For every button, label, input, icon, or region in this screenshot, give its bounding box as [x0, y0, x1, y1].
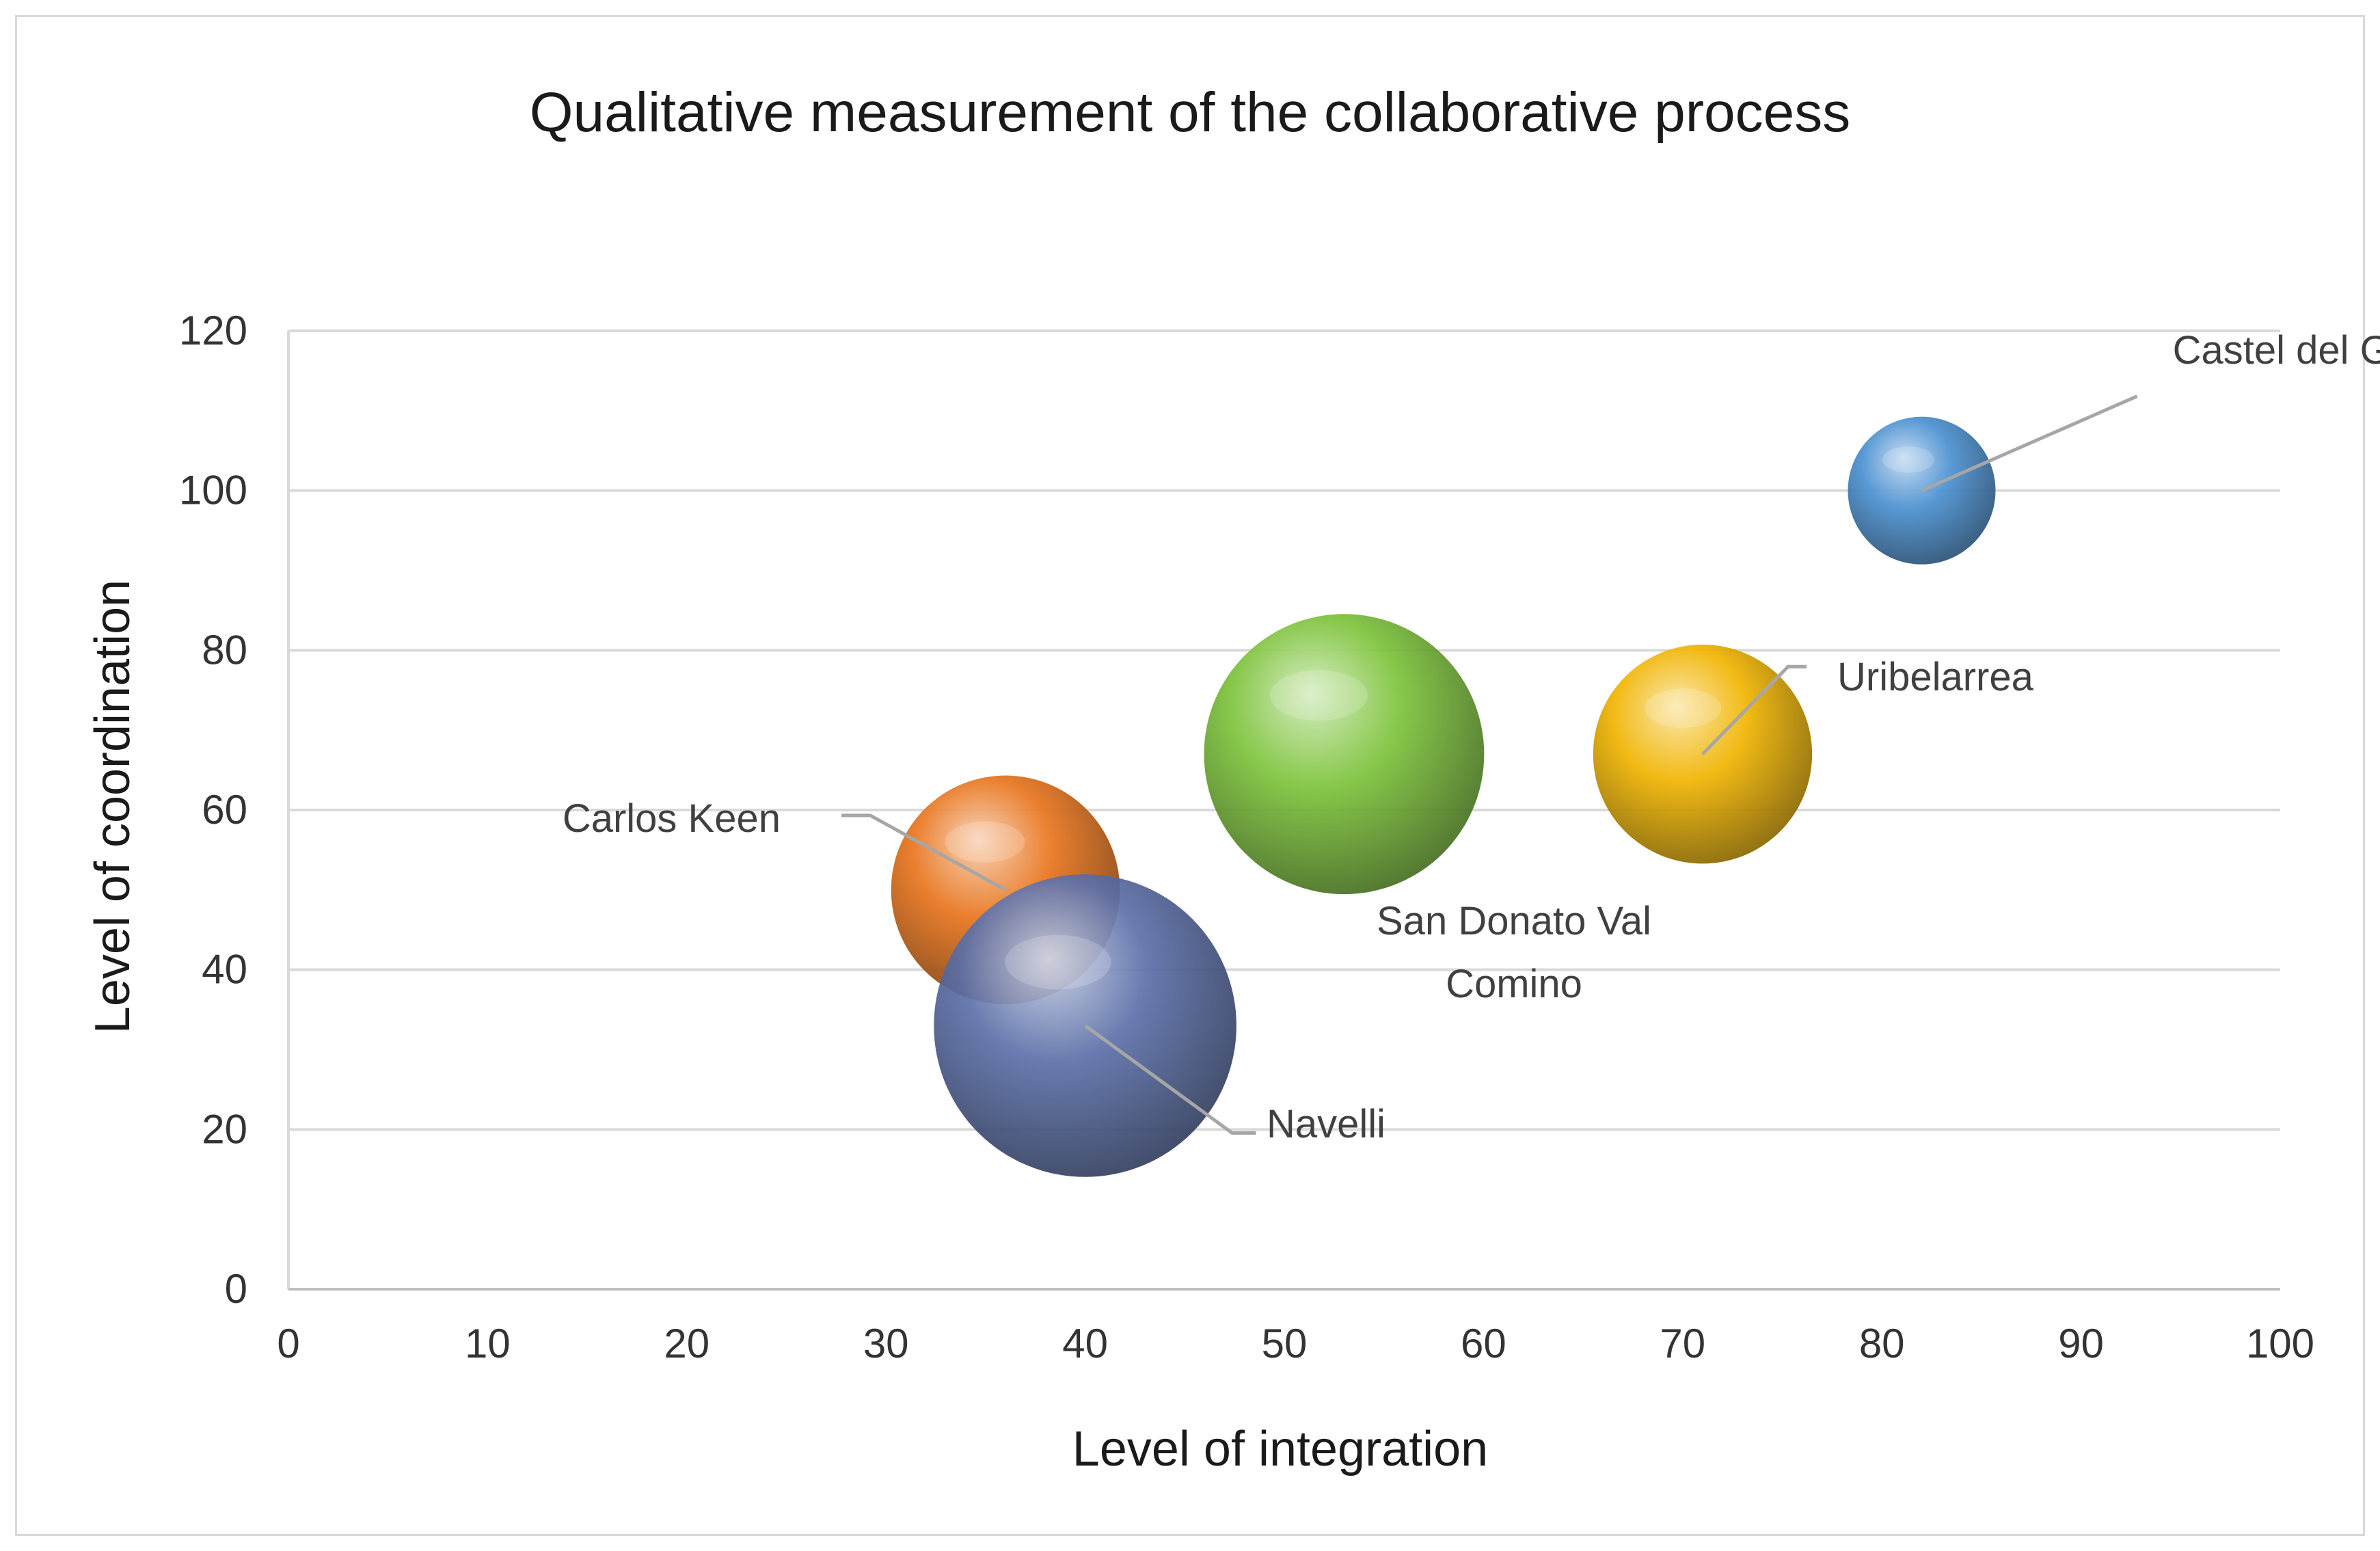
y-tick-label: 100	[179, 468, 247, 513]
y-tick-label: 40	[202, 947, 247, 993]
y-tick-label: 0	[225, 1266, 247, 1312]
bubble-highlight	[1005, 934, 1111, 990]
x-tick-label: 0	[277, 1321, 299, 1366]
bubble-highlight	[1269, 670, 1368, 721]
data-label: Navelli	[1267, 1102, 1385, 1146]
data-label: Castel del Giudice	[2173, 328, 2380, 373]
data-label: San Donato Val Comino	[1377, 899, 1651, 1006]
x-tick-label: 40	[1062, 1321, 1108, 1366]
x-tick-label: 30	[863, 1321, 909, 1366]
x-tick-label: 10	[465, 1321, 511, 1366]
leader-line	[841, 813, 1007, 892]
x-tick-label: 50	[1262, 1321, 1308, 1366]
leader-line	[1084, 1024, 1256, 1135]
x-tick-label: 90	[2058, 1321, 2104, 1366]
bubble-highlight	[1882, 446, 1934, 473]
x-tick-label: 70	[1660, 1321, 1705, 1366]
y-tick-label: 80	[202, 627, 247, 673]
chart-title: Qualitative measurement of the collabora…	[529, 81, 1851, 144]
y-tick-label: 60	[202, 787, 247, 833]
data-label: Uribelarrea	[1837, 655, 2034, 699]
y-tick-label: 120	[179, 308, 247, 353]
bubble-highlight	[1645, 688, 1722, 728]
x-axis-title: Level of integration	[1072, 1422, 1489, 1476]
x-tick-label: 20	[664, 1321, 709, 1366]
x-tick-label: 80	[1859, 1321, 1905, 1366]
leader-lines	[841, 394, 2138, 1135]
bubbles	[891, 416, 1996, 1177]
axes	[287, 331, 2280, 1291]
y-tick-label: 20	[202, 1106, 247, 1152]
x-tick-label: 100	[2246, 1321, 2314, 1366]
bubble-highlight	[945, 821, 1025, 863]
leader-line	[1701, 664, 1807, 755]
data-labels: Castel del Giudice Uribelarrea San Donato …	[563, 328, 2380, 1146]
data-label: Carlos Keen	[563, 796, 781, 841]
chart-frame	[15, 15, 2365, 1536]
x-tick-label: 60	[1461, 1321, 1506, 1366]
tick-labels: 0 20 40 60 80 100 120 0 10 20 30 40 50 60 70 80 90 100	[179, 308, 2314, 1366]
bubble-marker	[1204, 614, 1485, 895]
leader-line	[1921, 394, 2138, 492]
